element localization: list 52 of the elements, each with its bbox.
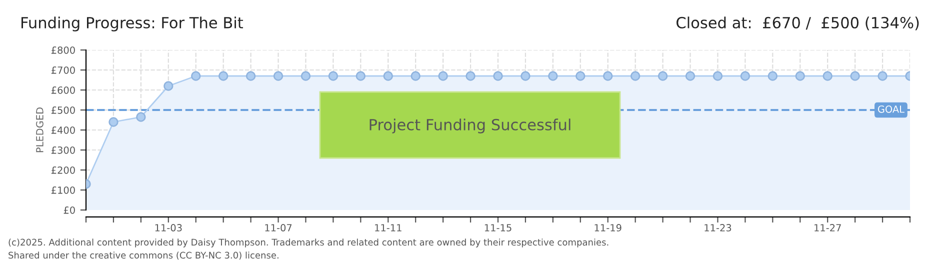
y-tick-label: £300: [51, 146, 75, 154]
point: [218, 71, 228, 81]
point: [795, 71, 805, 81]
point: [548, 71, 558, 81]
point: [520, 71, 530, 81]
y-tick-label: £500: [51, 106, 75, 114]
point: [164, 81, 174, 91]
point: [136, 112, 146, 122]
point: [273, 71, 284, 81]
ref-line-label: GOAL: [878, 105, 904, 113]
point: [850, 71, 860, 81]
y-tick-label: £700: [51, 66, 75, 74]
chart-title: Funding Progress: For The Bit: [22, 16, 244, 32]
text: (c)2025. Additional content provided by Daisy Thompson. Trademarks and related content are owned by their respective companies.: [8, 238, 608, 248]
point: [740, 71, 750, 81]
point: [878, 71, 888, 81]
x-tick-label: 11-23: [704, 224, 732, 232]
point: [328, 71, 338, 81]
text: Shared under the creative commons (CC BY-NC 3.0) license.: [8, 252, 278, 260]
y-tick-label: £200: [51, 166, 75, 174]
x-tick-label: 11-03: [155, 224, 182, 232]
chart-subtitle: Closed at: £670 / £500 (134%): [676, 16, 919, 30]
y-tick-label: £100: [51, 186, 75, 194]
point: [576, 71, 586, 81]
y-tick-label: £400: [51, 126, 75, 134]
point: [191, 71, 201, 81]
x-tick-label: 11-19: [594, 224, 622, 232]
y-tick-label: £800: [51, 46, 75, 54]
point: [383, 71, 393, 81]
point: [493, 71, 503, 81]
point: [356, 71, 366, 81]
point: [410, 71, 420, 81]
point: [603, 71, 613, 81]
x-tick-label: 11-07: [265, 224, 292, 232]
point: [108, 117, 118, 127]
point: [630, 71, 640, 81]
annotation: Project Funding Successful: [370, 118, 570, 134]
x-tick-label: 11-15: [484, 224, 512, 232]
point: [712, 71, 723, 81]
point: [658, 71, 668, 81]
point: [300, 71, 311, 81]
y-tick-label: £0: [64, 206, 75, 214]
point: [246, 71, 256, 81]
y-axis-title: PLEDGED: [36, 108, 44, 152]
point: [685, 71, 696, 81]
y-tick-label: £600: [51, 86, 75, 94]
point: [768, 71, 778, 81]
point: [466, 71, 476, 81]
x-tick-label: 11-27: [814, 224, 841, 232]
point: [822, 71, 832, 81]
point: [438, 71, 448, 81]
x-tick-label: 11-11: [375, 224, 402, 232]
